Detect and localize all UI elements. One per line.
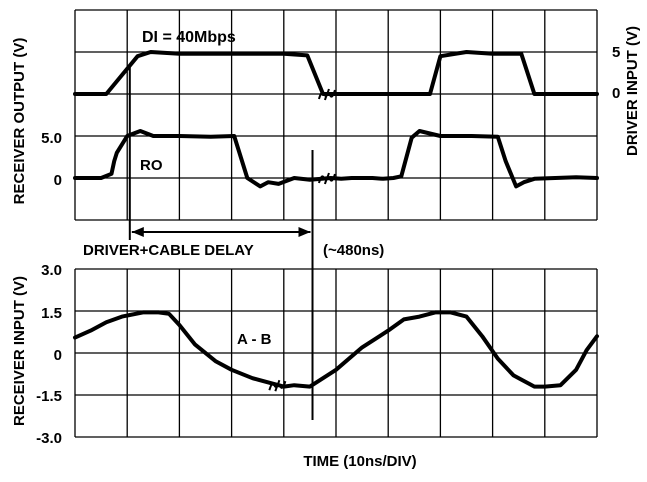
ro-break-icon [317, 172, 336, 185]
lower-tick-1-5: 1.5 [41, 305, 62, 322]
diff-label: A - B [237, 331, 272, 348]
upper-right-tick-0: 0 [612, 85, 620, 102]
a-minus-b-trace [73, 310, 599, 389]
delay-arrowhead-left [131, 227, 144, 237]
receiver-input-axis-label: RECEIVER INPUT (V) [11, 276, 28, 426]
ab-break-icon [268, 379, 287, 392]
delay-label: DRIVER+CABLE DELAY [83, 242, 254, 259]
ro-label: RO [140, 157, 163, 174]
delay-value-label: (~480ns) [323, 242, 384, 259]
lower-tick-neg-1-5: -1.5 [36, 388, 62, 405]
receiver-output-axis-label: RECEIVER OUTPUT (V) [11, 38, 28, 205]
upper-left-tick-5: 5.0 [41, 130, 62, 147]
upper-left-tick-0: 0 [54, 172, 62, 189]
data-rate-label: DI = 40Mbps [142, 29, 236, 46]
lower-tick-3: 3.0 [41, 262, 62, 279]
lower-tick-neg-3: -3.0 [36, 430, 62, 447]
lower-tick-0: 0 [54, 347, 62, 364]
di-trace [73, 50, 599, 96]
lower-grid [74, 268, 598, 438]
driver-input-axis-label: DRIVER INPUT (V) [624, 26, 641, 156]
di-break-icon [317, 88, 336, 101]
break-symbols [268, 88, 336, 392]
labels: DI = 40Mbps RO DRIVER+CABLE DELAY (~480n… [11, 26, 641, 470]
x-axis-label: TIME (10ns/DIV) [303, 453, 416, 470]
delay-markers [128, 66, 314, 420]
delay-arrowhead-right [298, 227, 311, 237]
upper-right-tick-5: 5 [612, 44, 620, 61]
